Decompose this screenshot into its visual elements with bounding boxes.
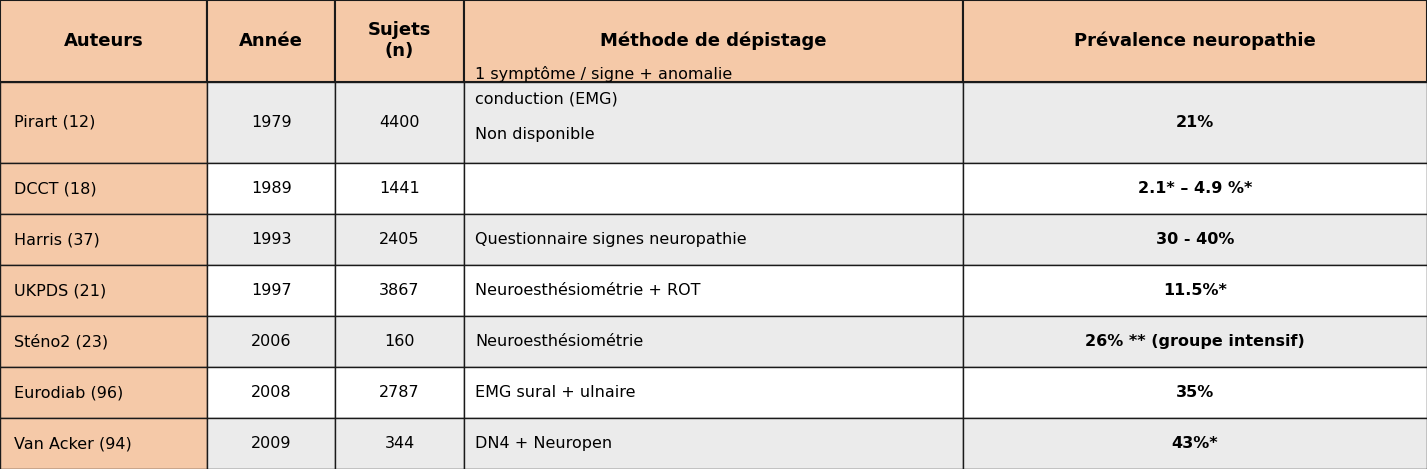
Text: Prévalence neuropathie: Prévalence neuropathie bbox=[1075, 31, 1316, 50]
Text: Questionnaire signes neuropathie: Questionnaire signes neuropathie bbox=[475, 232, 746, 247]
Bar bbox=[0, 316, 207, 367]
Bar bbox=[335, 418, 464, 469]
Bar bbox=[464, 367, 963, 418]
Bar bbox=[963, 316, 1427, 367]
Text: conduction (EMG): conduction (EMG) bbox=[475, 92, 618, 107]
Text: Sténo2 (23): Sténo2 (23) bbox=[14, 334, 108, 349]
Text: 2405: 2405 bbox=[380, 232, 420, 247]
Text: 4400: 4400 bbox=[380, 115, 420, 130]
Text: Neuroesthésiométrie: Neuroesthésiométrie bbox=[475, 334, 644, 349]
Text: 2008: 2008 bbox=[251, 385, 291, 400]
Bar bbox=[0, 82, 207, 163]
Text: 1441: 1441 bbox=[380, 181, 420, 196]
Text: Auteurs: Auteurs bbox=[64, 32, 143, 50]
Bar bbox=[207, 214, 335, 265]
Text: 2006: 2006 bbox=[251, 334, 291, 349]
Bar bbox=[0, 265, 207, 316]
Bar bbox=[207, 265, 335, 316]
Bar bbox=[464, 316, 963, 367]
Bar bbox=[335, 214, 464, 265]
Text: Harris (37): Harris (37) bbox=[14, 232, 100, 247]
Bar bbox=[963, 163, 1427, 214]
Text: 3867: 3867 bbox=[380, 283, 420, 298]
Text: 344: 344 bbox=[384, 436, 415, 451]
Bar bbox=[963, 418, 1427, 469]
Bar bbox=[207, 367, 335, 418]
Bar bbox=[464, 82, 963, 163]
Text: 1 symptôme / signe + anomalie: 1 symptôme / signe + anomalie bbox=[475, 66, 732, 82]
Text: 35%: 35% bbox=[1176, 385, 1214, 400]
Bar bbox=[0, 418, 207, 469]
Text: EMG sural + ulnaire: EMG sural + ulnaire bbox=[475, 385, 635, 400]
Text: Méthode de dépistage: Méthode de dépistage bbox=[601, 31, 826, 50]
Bar bbox=[464, 214, 963, 265]
Text: Pirart (12): Pirart (12) bbox=[14, 115, 96, 130]
Bar bbox=[963, 265, 1427, 316]
Bar bbox=[963, 214, 1427, 265]
Bar bbox=[335, 82, 464, 163]
Text: 1997: 1997 bbox=[251, 283, 291, 298]
Bar bbox=[335, 163, 464, 214]
Bar bbox=[335, 0, 464, 82]
Text: 2009: 2009 bbox=[251, 436, 291, 451]
Bar bbox=[207, 316, 335, 367]
Bar bbox=[963, 0, 1427, 82]
Text: Non disponible: Non disponible bbox=[475, 127, 595, 142]
Bar bbox=[0, 214, 207, 265]
Bar bbox=[335, 265, 464, 316]
Text: Eurodiab (96): Eurodiab (96) bbox=[14, 385, 124, 400]
Text: DCCT (18): DCCT (18) bbox=[14, 181, 97, 196]
Bar bbox=[207, 418, 335, 469]
Text: 11.5%*: 11.5%* bbox=[1163, 283, 1227, 298]
Text: Année: Année bbox=[240, 32, 303, 50]
Text: 1979: 1979 bbox=[251, 115, 291, 130]
Bar bbox=[207, 163, 335, 214]
Bar bbox=[464, 265, 963, 316]
Text: 1993: 1993 bbox=[251, 232, 291, 247]
Text: 160: 160 bbox=[384, 334, 415, 349]
Text: 2787: 2787 bbox=[380, 385, 420, 400]
Text: 43%*: 43%* bbox=[1172, 436, 1219, 451]
Bar bbox=[335, 367, 464, 418]
Bar bbox=[464, 0, 963, 82]
Text: 26% ** (groupe intensif): 26% ** (groupe intensif) bbox=[1086, 334, 1304, 349]
Text: DN4 + Neuropen: DN4 + Neuropen bbox=[475, 436, 612, 451]
Bar bbox=[0, 163, 207, 214]
Bar bbox=[464, 163, 963, 214]
Bar bbox=[963, 367, 1427, 418]
Text: UKPDS (21): UKPDS (21) bbox=[14, 283, 107, 298]
Bar bbox=[963, 82, 1427, 163]
Bar bbox=[207, 82, 335, 163]
Bar bbox=[207, 0, 335, 82]
Bar bbox=[0, 0, 207, 82]
Text: Neuroesthésiométrie + ROT: Neuroesthésiométrie + ROT bbox=[475, 283, 701, 298]
Text: 30 - 40%: 30 - 40% bbox=[1156, 232, 1234, 247]
Text: 2.1* – 4.9 %*: 2.1* – 4.9 %* bbox=[1137, 181, 1253, 196]
Text: 21%: 21% bbox=[1176, 115, 1214, 130]
Bar bbox=[464, 418, 963, 469]
Text: Van Acker (94): Van Acker (94) bbox=[14, 436, 133, 451]
Text: 1989: 1989 bbox=[251, 181, 291, 196]
Bar bbox=[0, 367, 207, 418]
Text: Sujets
(n): Sujets (n) bbox=[368, 22, 431, 60]
Bar bbox=[335, 316, 464, 367]
